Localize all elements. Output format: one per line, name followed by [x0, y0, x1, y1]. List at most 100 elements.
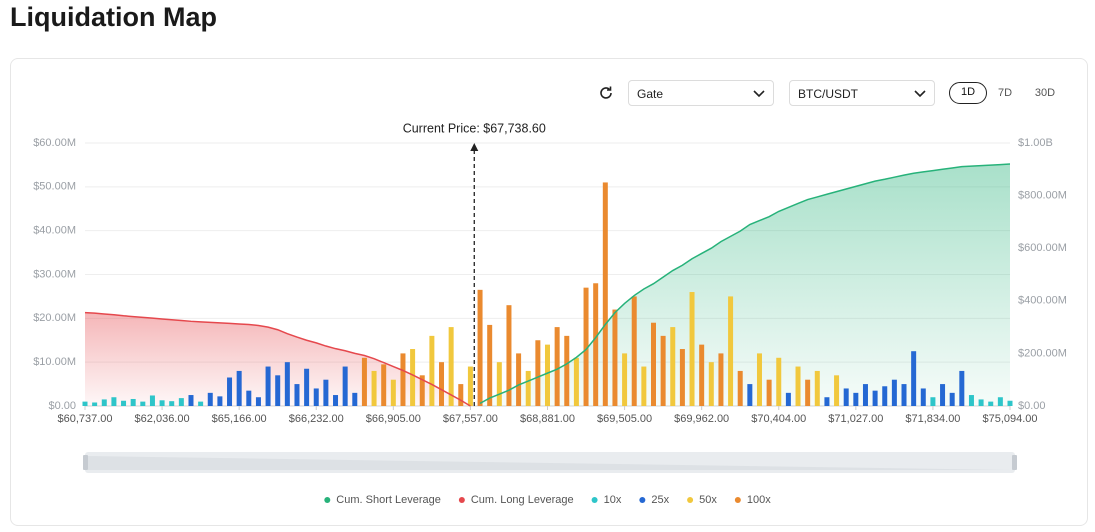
- y-tick-label: $50.00M: [33, 181, 76, 193]
- bar: [622, 353, 628, 406]
- bar: [333, 395, 339, 406]
- arrow-head: [470, 143, 479, 151]
- bar: [718, 353, 724, 406]
- bar: [121, 400, 127, 406]
- legend-label: 25x: [651, 494, 669, 506]
- bar: [448, 327, 454, 406]
- bar: [275, 375, 281, 406]
- x-tick-label: $71,027.00: [828, 413, 883, 425]
- bar: [545, 344, 550, 406]
- legend-label: 10x: [604, 494, 622, 506]
- bar: [82, 401, 88, 406]
- bar: [467, 366, 473, 406]
- zoom-handle[interactable]: [83, 455, 88, 470]
- y-tick-label: $20.00M: [33, 312, 76, 324]
- bar: [708, 362, 714, 406]
- bar: [535, 340, 541, 406]
- bar: [593, 283, 599, 406]
- bar: [872, 390, 878, 406]
- bar: [149, 395, 155, 406]
- legend-marker: [591, 497, 598, 503]
- x-tick-label: $68,881.00: [520, 413, 575, 425]
- legend-marker: [734, 497, 741, 503]
- bar: [400, 353, 406, 406]
- refresh-button[interactable]: [598, 85, 614, 101]
- legend-label: Cum. Long Leverage: [471, 494, 574, 506]
- bar: [304, 368, 310, 406]
- bar: [641, 366, 647, 406]
- bar: [198, 401, 204, 406]
- bar: [294, 384, 300, 406]
- bar: [968, 395, 974, 406]
- exchange-select[interactable]: Gate: [628, 80, 774, 106]
- bar: [699, 344, 705, 406]
- bar: [949, 392, 955, 406]
- bar: [564, 335, 570, 406]
- pair-value: BTC/USDT: [798, 87, 858, 101]
- bar: [439, 362, 445, 406]
- x-tick-label: $69,505.00: [597, 413, 652, 425]
- bar: [660, 335, 666, 406]
- range-button[interactable]: 1D: [949, 82, 987, 104]
- y2-tick-label: $600.00M: [1018, 242, 1067, 254]
- bar: [689, 292, 695, 406]
- x-tick-label: $75,094.00: [982, 413, 1037, 425]
- bar: [882, 386, 888, 406]
- y2-tick-label: $0.00: [1018, 400, 1046, 412]
- bar: [255, 397, 261, 406]
- zoom-handle[interactable]: [1012, 455, 1017, 470]
- y-tick-label: $60.00M: [33, 137, 76, 149]
- annotation: Current Price: $67,738.60: [403, 121, 546, 135]
- bar: [227, 377, 233, 406]
- range-button[interactable]: 30D: [1034, 87, 1056, 99]
- x-tick-label: $65,166.00: [212, 413, 267, 425]
- bar: [487, 324, 493, 406]
- bar: [246, 390, 252, 406]
- bar: [381, 364, 387, 406]
- bar: [930, 397, 936, 406]
- bar: [323, 379, 329, 406]
- bar: [111, 397, 117, 406]
- legend-label: Cum. Short Leverage: [336, 494, 441, 506]
- line: [84, 311, 471, 407]
- y-tick-label: $0.00: [48, 400, 76, 412]
- bar: [496, 362, 502, 406]
- bar: [795, 366, 801, 406]
- bar: [178, 398, 184, 406]
- bar: [843, 388, 849, 406]
- x-tick-label: $62,036.00: [135, 413, 190, 425]
- bar: [410, 349, 416, 406]
- bar: [785, 392, 791, 406]
- legend-marker: [458, 497, 465, 503]
- bar: [670, 327, 676, 406]
- bar: [419, 375, 425, 406]
- y2-tick-label: $400.00M: [1018, 295, 1067, 307]
- bar: [554, 327, 560, 406]
- bar: [101, 399, 107, 406]
- x-tick-label: $67,557.00: [443, 413, 498, 425]
- range-button[interactable]: 7D: [997, 87, 1013, 99]
- bar: [862, 384, 868, 406]
- bar: [988, 401, 994, 406]
- bar: [747, 384, 753, 406]
- bar: [506, 305, 512, 406]
- bar: [891, 379, 897, 406]
- bar: [265, 366, 271, 406]
- bar: [525, 370, 531, 406]
- y2-tick-label: $800.00M: [1018, 190, 1067, 202]
- y-tick-label: $40.00M: [33, 225, 76, 237]
- y-tick-label: $10.00M: [33, 356, 76, 368]
- bar: [631, 296, 637, 406]
- page-title: Liquidation Map: [10, 2, 217, 32]
- exchange-value: Gate: [637, 87, 664, 101]
- bar: [217, 396, 223, 406]
- x-tick-label: $70,404.00: [751, 413, 806, 425]
- pair-select[interactable]: BTC/USDT: [789, 80, 935, 106]
- bar: [824, 397, 830, 406]
- bar: [612, 309, 618, 406]
- bar: [834, 375, 840, 406]
- zoom-preview: [88, 456, 1012, 470]
